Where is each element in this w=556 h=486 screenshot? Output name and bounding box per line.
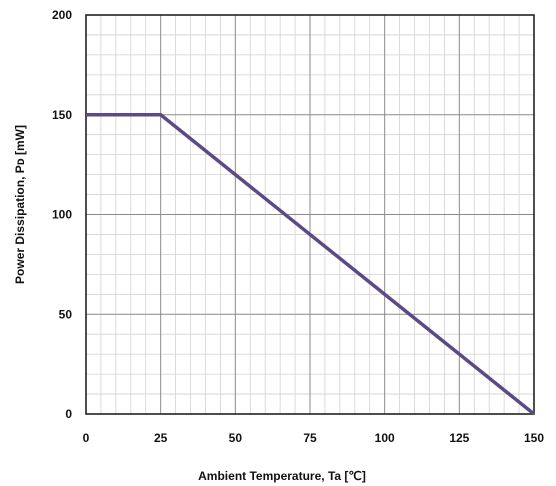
- y-tick-label: 50: [59, 307, 73, 321]
- y-tick-labels: 0 50 100 150 200: [52, 8, 72, 421]
- y-axis-title: Power Dissipation, Pᴅ [mW]: [13, 125, 27, 284]
- x-tick-label: 100: [375, 431, 395, 445]
- x-tick-label: 25: [154, 431, 168, 445]
- series-layer: [86, 113, 536, 416]
- x-tick-label: 75: [303, 431, 317, 445]
- x-tick-label: 150: [524, 431, 544, 445]
- y-tick-label: 100: [52, 208, 72, 222]
- x-tick-label: 125: [449, 431, 469, 445]
- derating-curve-line: [86, 113, 536, 416]
- x-tick-labels: 0 25 50 75 100 125 150: [83, 431, 545, 445]
- plot-area-frame: [85, 14, 535, 415]
- x-tick-label: 0: [83, 431, 90, 445]
- major-gridlines: [86, 15, 534, 414]
- x-axis-title: Ambient Temperature, Ta [℃]: [198, 469, 366, 483]
- y-tick-label: 150: [52, 108, 72, 122]
- x-tick-label: 50: [229, 431, 243, 445]
- y-tick-label: 0: [65, 407, 72, 421]
- y-tick-label: 200: [52, 8, 72, 22]
